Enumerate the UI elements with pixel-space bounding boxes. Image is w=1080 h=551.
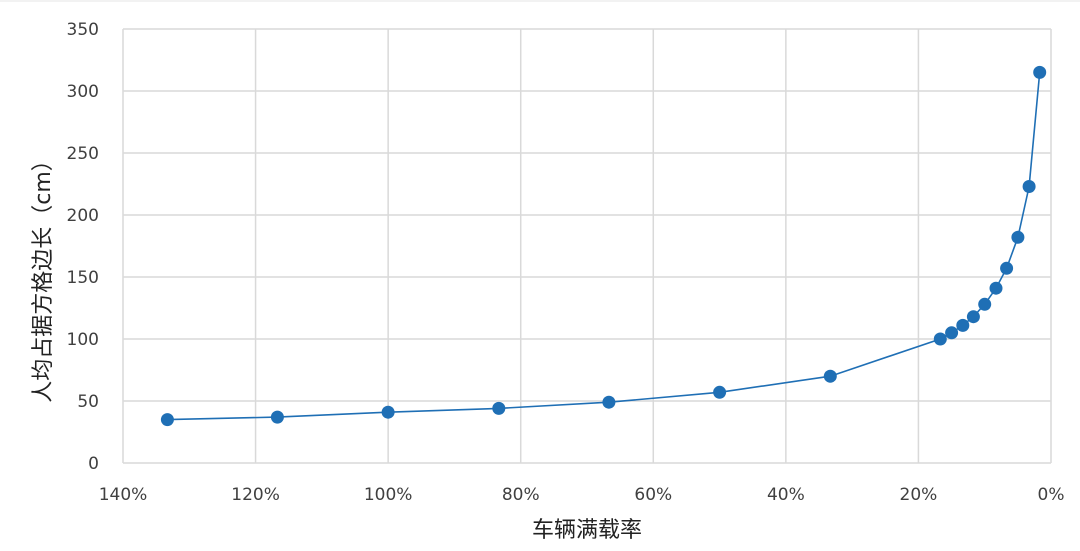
y-axis-tick-labels: 0 50 100 150 200 250 300 350 [67, 20, 99, 474]
data-point [1011, 230, 1025, 244]
data-point [713, 385, 727, 399]
x-axis-title: 车辆满载率 [532, 518, 642, 543]
data-point [381, 405, 395, 419]
x-tick-label: 120% [231, 485, 280, 505]
x-tick-label: 80% [502, 485, 540, 505]
data-point [978, 297, 992, 311]
y-tick-label: 250 [67, 144, 99, 164]
data-point [989, 281, 1003, 295]
data-point [823, 369, 837, 383]
x-tick-label: 20% [900, 485, 938, 505]
data-point [602, 395, 616, 409]
series-layer [160, 65, 1047, 427]
data-point [956, 318, 970, 332]
x-tick-label: 140% [99, 485, 148, 505]
y-tick-label: 50 [77, 392, 99, 412]
y-tick-label: 300 [67, 82, 99, 102]
gridlines [122, 28, 1052, 464]
x-tick-label: 0% [1038, 485, 1065, 505]
data-point [1022, 180, 1036, 193]
y-tick-label: 100 [67, 330, 99, 350]
data-point [1000, 261, 1014, 275]
data-point [945, 326, 959, 340]
y-tick-label: 350 [67, 20, 99, 40]
y-tick-label: 200 [67, 206, 99, 226]
data-point [1033, 65, 1047, 79]
y-tick-label: 0 [88, 454, 99, 474]
series-line [167, 72, 1041, 421]
x-tick-label: 100% [364, 485, 413, 505]
y-tick-label: 150 [67, 268, 99, 288]
data-point [270, 410, 284, 424]
x-tick-label: 60% [634, 485, 672, 505]
data-point [492, 401, 506, 415]
x-tick-label: 40% [767, 485, 805, 505]
data-point [966, 310, 980, 324]
data-point [160, 413, 174, 427]
data-point [933, 332, 947, 346]
x-axis-tick-labels: 140% 120% 100% 80% 60% 40% 20% 0% [99, 485, 1065, 505]
y-axis-title: 人均占据方格边长（cm） [31, 149, 56, 403]
